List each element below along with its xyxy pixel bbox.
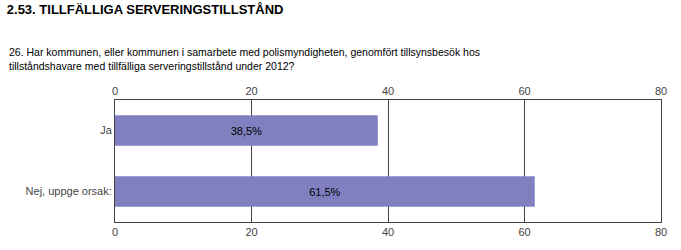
- svg-text:20: 20: [245, 85, 257, 97]
- svg-text:2.53. TILLFÄLLIGA SERVERINGSTI: 2.53. TILLFÄLLIGA SERVERINGSTILLSTÅND: [7, 2, 284, 17]
- svg-text:61,5%: 61,5%: [309, 186, 340, 198]
- svg-text:60: 60: [518, 226, 530, 238]
- svg-text:60: 60: [518, 85, 530, 97]
- svg-text:80: 80: [655, 85, 667, 97]
- svg-text:26. Har kommunen, eller kommun: 26. Har kommunen, eller kommunen i samar…: [9, 46, 480, 72]
- svg-text:20: 20: [245, 226, 257, 238]
- svg-text:0: 0: [112, 226, 118, 238]
- svg-text:0: 0: [112, 85, 118, 97]
- svg-text:80: 80: [655, 226, 667, 238]
- svg-text:40: 40: [382, 85, 394, 97]
- svg-text:Nej, uppge orsak:: Nej, uppge orsak:: [26, 185, 112, 197]
- svg-text:38,5%: 38,5%: [231, 125, 262, 137]
- svg-text:40: 40: [382, 226, 394, 238]
- svg-text:Ja: Ja: [100, 124, 113, 136]
